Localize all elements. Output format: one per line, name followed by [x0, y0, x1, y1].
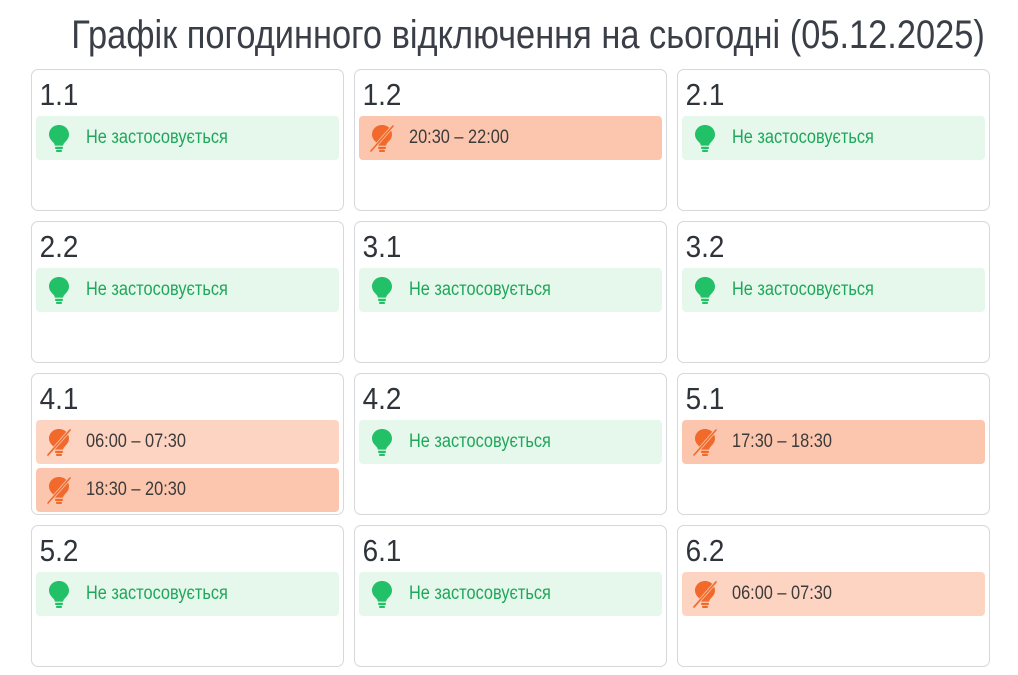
group-card: 6.1 Не застосовується: [354, 525, 667, 667]
no-outage-slot: Не застосовується: [36, 572, 339, 616]
group-card: 5.1 17:30 – 18:30: [677, 373, 990, 515]
outage-slot: 06:00 – 07:30: [36, 420, 339, 464]
group-label: 1.1: [39, 77, 79, 112]
no-outage-slot: Не застосовується: [359, 572, 662, 616]
group-card: 6.2 06:00 – 07:30: [677, 525, 990, 667]
group-card: 5.2 Не застосовується: [31, 525, 344, 667]
slot-text: Не застосовується: [732, 127, 874, 148]
slot-text: 06:00 – 07:30: [86, 431, 186, 452]
group-label: 4.2: [362, 381, 402, 416]
slot-text: Не застосовується: [409, 431, 551, 452]
group-label: 5.1: [685, 381, 725, 416]
no-outage-slot: Не застосовується: [682, 116, 985, 160]
group-label: 1.2: [362, 77, 402, 112]
lightbulb-on-icon: [692, 123, 718, 153]
group-card: 2.2 Не застосовується: [31, 221, 344, 363]
slot-text: Не застосовується: [409, 583, 551, 604]
lightbulb-on-icon: [369, 579, 395, 609]
slot-text: Не застосовується: [732, 279, 874, 300]
lightbulb-on-icon: [692, 275, 718, 305]
lightbulb-on-icon: [46, 275, 72, 305]
lightbulb-off-icon: [46, 475, 72, 505]
outage-slot: 20:30 – 22:00: [359, 116, 662, 160]
group-card: 3.2 Не застосовується: [677, 221, 990, 363]
slot-text: Не застосовується: [86, 279, 228, 300]
slot-text: Не застосовується: [86, 127, 228, 148]
lightbulb-on-icon: [46, 123, 72, 153]
lightbulb-on-icon: [369, 275, 395, 305]
group-card: 4.1 06:00 – 07:30 18:30 – 20:30: [31, 373, 344, 515]
group-card: 1.2 20:30 – 22:00: [354, 69, 667, 211]
no-outage-slot: Не застосовується: [682, 268, 985, 312]
slot-text: 20:30 – 22:00: [409, 127, 509, 148]
no-outage-slot: Не застосовується: [36, 116, 339, 160]
outage-slot: 06:00 – 07:30: [682, 572, 985, 616]
lightbulb-off-icon: [692, 579, 718, 609]
group-label: 3.1: [362, 229, 402, 264]
slot-text: Не застосовується: [409, 279, 551, 300]
group-card: 2.1 Не застосовується: [677, 69, 990, 211]
lightbulb-on-icon: [369, 427, 395, 457]
no-outage-slot: Не застосовується: [359, 420, 662, 464]
no-outage-slot: Не застосовується: [359, 268, 662, 312]
slot-text: 18:30 – 20:30: [86, 479, 186, 500]
group-card: 1.1 Не застосовується: [31, 69, 344, 211]
lightbulb-off-icon: [692, 427, 718, 457]
lightbulb-off-icon: [369, 123, 395, 153]
outage-slot: 17:30 – 18:30: [682, 420, 985, 464]
outage-slot: 18:30 – 20:30: [36, 468, 339, 512]
schedule-grid: 1.1 Не застосовується 1.2 20:30 – 22:00 2.1 Н…: [31, 69, 990, 667]
page-title: Графік погодинного відключення на сьогод…: [71, 13, 985, 57]
no-outage-slot: Не застосовується: [36, 268, 339, 312]
slot-text: Не застосовується: [86, 583, 228, 604]
group-card: 3.1 Не застосовується: [354, 221, 667, 363]
group-label: 2.1: [685, 77, 725, 112]
lightbulb-off-icon: [46, 427, 72, 457]
group-label: 6.1: [362, 533, 402, 568]
slot-text: 06:00 – 07:30: [732, 583, 832, 604]
group-label: 6.2: [685, 533, 725, 568]
group-label: 2.2: [39, 229, 79, 264]
lightbulb-on-icon: [46, 579, 72, 609]
group-card: 4.2 Не застосовується: [354, 373, 667, 515]
group-label: 3.2: [685, 229, 725, 264]
group-label: 4.1: [39, 381, 79, 416]
slot-text: 17:30 – 18:30: [732, 431, 832, 452]
group-label: 5.2: [39, 533, 79, 568]
